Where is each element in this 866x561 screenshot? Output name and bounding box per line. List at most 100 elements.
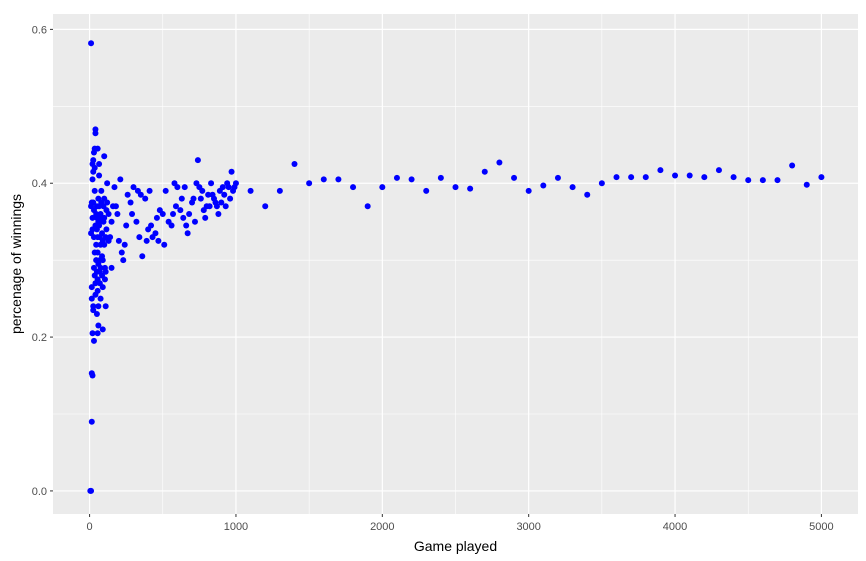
data-point <box>803 181 810 188</box>
data-point <box>101 214 108 221</box>
data-point <box>467 185 474 192</box>
data-point <box>94 249 101 256</box>
data-point <box>96 222 103 229</box>
data-point <box>104 180 111 187</box>
data-point <box>124 191 131 198</box>
data-point <box>818 174 825 181</box>
data-point <box>88 284 95 291</box>
data-point <box>101 276 108 283</box>
data-point <box>218 199 225 206</box>
data-point <box>199 187 206 194</box>
data-point <box>335 176 342 183</box>
x-tick-label: 1000 <box>224 521 248 533</box>
data-point <box>554 174 561 181</box>
data-point <box>511 174 518 181</box>
data-point <box>759 177 766 184</box>
data-point <box>213 203 220 210</box>
data-point <box>408 176 415 183</box>
data-point <box>228 168 235 175</box>
x-tick-label: 3000 <box>516 521 540 533</box>
data-point <box>161 241 168 248</box>
data-point <box>215 211 222 217</box>
data-point <box>715 167 722 174</box>
data-point <box>219 184 226 191</box>
data-point <box>221 191 228 198</box>
data-point <box>88 487 95 494</box>
data-point <box>91 164 98 171</box>
data-point <box>191 218 198 225</box>
data-point <box>481 168 488 175</box>
data-point <box>180 214 187 221</box>
data-point <box>320 176 327 183</box>
data-point <box>115 237 122 244</box>
data-point <box>598 180 605 187</box>
data-point <box>108 218 115 225</box>
data-point <box>170 211 177 217</box>
data-point <box>672 172 679 179</box>
data-point <box>101 153 108 160</box>
data-point <box>94 145 101 152</box>
data-point <box>174 184 181 191</box>
y-tick-label: 0.2 <box>32 332 47 344</box>
data-point <box>88 295 95 302</box>
data-point <box>423 187 430 194</box>
data-point <box>94 330 101 337</box>
minor-gridlines <box>53 14 858 514</box>
data-point <box>130 184 137 191</box>
data-point <box>97 264 104 271</box>
data-point <box>104 199 111 206</box>
data-point <box>184 230 191 237</box>
data-point <box>89 330 96 337</box>
data-point <box>94 287 101 294</box>
data-points <box>87 40 825 494</box>
x-tick-label: 5000 <box>809 521 833 533</box>
data-point <box>95 322 102 329</box>
x-tick-label: 4000 <box>663 521 687 533</box>
data-point <box>103 226 110 233</box>
data-point <box>205 191 212 198</box>
x-tick-label: 0 <box>87 521 93 533</box>
data-point <box>183 222 190 229</box>
data-point <box>452 184 459 191</box>
data-point <box>129 211 136 217</box>
data-point <box>127 199 134 206</box>
data-point <box>208 180 215 187</box>
data-point <box>99 257 106 264</box>
data-point <box>186 211 193 217</box>
data-point <box>197 195 204 202</box>
data-point <box>102 268 109 275</box>
data-point <box>194 157 201 164</box>
data-point <box>121 241 128 248</box>
data-point <box>139 253 146 260</box>
data-point <box>181 184 188 191</box>
data-point <box>105 211 112 217</box>
data-point <box>437 174 444 181</box>
data-point <box>91 187 98 194</box>
data-point <box>222 203 229 210</box>
data-point <box>159 211 166 217</box>
y-tick-label: 0.4 <box>32 178 47 190</box>
data-point <box>142 195 149 202</box>
data-point <box>89 176 96 183</box>
data-point <box>101 241 108 248</box>
x-axis-title: Game played <box>414 538 497 554</box>
data-point <box>525 187 532 194</box>
data-point <box>569 184 576 191</box>
y-axis-title: percenage of winnings <box>8 194 24 334</box>
data-point <box>93 241 100 248</box>
x-axis: 0 1000 2000 3000 4000 5000 <box>87 514 834 533</box>
data-point <box>88 418 95 425</box>
data-point <box>92 126 99 133</box>
data-point <box>153 214 160 221</box>
data-point <box>168 222 175 229</box>
data-point <box>206 203 213 210</box>
data-point <box>225 184 232 191</box>
data-point <box>98 187 105 194</box>
data-point <box>143 237 150 244</box>
data-point <box>90 157 97 164</box>
data-point <box>95 303 102 310</box>
y-tick-label: 0.0 <box>32 486 47 498</box>
data-point <box>89 372 96 379</box>
data-point <box>148 222 155 229</box>
